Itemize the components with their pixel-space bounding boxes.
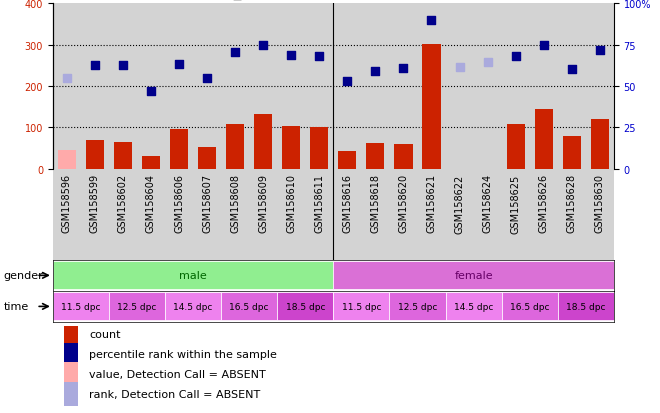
Text: time: time [3, 301, 28, 312]
Text: GSM158620: GSM158620 [399, 174, 409, 233]
Bar [254, 114, 273, 169]
Text: GSM158604: GSM158604 [146, 174, 156, 233]
Point [314, 53, 325, 60]
Point [90, 63, 100, 69]
Text: GSM158609: GSM158609 [258, 174, 268, 233]
Point [146, 88, 156, 95]
Point [202, 76, 213, 83]
Text: 14.5 dpc: 14.5 dpc [174, 302, 213, 311]
Text: rank, Detection Call = ABSENT: rank, Detection Call = ABSENT [89, 389, 261, 399]
Bar [53, 293, 109, 320]
Bar [333, 262, 614, 290]
Text: gender: gender [3, 271, 43, 281]
Text: 14.5 dpc: 14.5 dpc [454, 302, 493, 311]
Text: GSM158611: GSM158611 [314, 174, 324, 233]
Point [342, 78, 352, 85]
Text: GSM158606: GSM158606 [174, 174, 184, 233]
Bar [57, 151, 76, 169]
Bar [282, 126, 300, 169]
Bar [221, 293, 277, 320]
Text: count: count [89, 330, 121, 339]
Text: GSM158624: GSM158624 [482, 174, 492, 233]
Bar [198, 148, 216, 169]
Point [566, 66, 577, 73]
Bar [558, 293, 614, 320]
Point [230, 50, 240, 56]
Bar [591, 120, 609, 169]
Text: GSM158621: GSM158621 [426, 174, 436, 233]
Bar [53, 262, 333, 290]
Text: value, Detection Call = ABSENT: value, Detection Call = ABSENT [89, 369, 266, 379]
Bar [64, 323, 78, 346]
Point [539, 42, 549, 49]
Bar [338, 152, 356, 169]
Text: 11.5 dpc: 11.5 dpc [61, 302, 100, 311]
Text: GSM158599: GSM158599 [90, 174, 100, 233]
Text: GSM158625: GSM158625 [511, 174, 521, 233]
Point [370, 69, 381, 76]
Point [482, 60, 493, 66]
Text: 12.5 dpc: 12.5 dpc [117, 302, 156, 311]
Bar [86, 140, 104, 169]
Text: 18.5 dpc: 18.5 dpc [286, 302, 325, 311]
Bar [142, 157, 160, 169]
Text: 18.5 dpc: 18.5 dpc [566, 302, 605, 311]
Bar [310, 128, 329, 169]
Text: male: male [179, 271, 207, 281]
Bar [389, 293, 446, 320]
Bar [506, 125, 525, 169]
Bar [446, 293, 502, 320]
Text: GSM158618: GSM158618 [370, 174, 380, 233]
Bar [109, 293, 165, 320]
Text: GSM158596: GSM158596 [62, 174, 72, 233]
Bar [366, 144, 385, 169]
Text: GSM158616: GSM158616 [343, 174, 352, 233]
Text: GSM158607: GSM158607 [202, 174, 212, 233]
Bar [394, 145, 412, 169]
Text: 11.5 dpc: 11.5 dpc [342, 302, 381, 311]
Bar [562, 137, 581, 169]
Text: GSM158610: GSM158610 [286, 174, 296, 233]
Bar [114, 142, 132, 169]
Point [61, 76, 72, 83]
Bar [422, 45, 441, 169]
Text: female: female [454, 271, 493, 281]
Point [398, 65, 409, 72]
Point [426, 17, 437, 24]
Text: 16.5 dpc: 16.5 dpc [510, 302, 549, 311]
Text: 12.5 dpc: 12.5 dpc [398, 302, 437, 311]
Text: 16.5 dpc: 16.5 dpc [230, 302, 269, 311]
Text: GSM158628: GSM158628 [567, 174, 577, 233]
Bar [170, 130, 188, 169]
Bar [333, 293, 389, 320]
Text: GSM158626: GSM158626 [539, 174, 548, 233]
Point [454, 64, 465, 71]
Bar [226, 125, 244, 169]
Text: GSM158602: GSM158602 [118, 174, 128, 233]
Bar [535, 109, 553, 169]
Point [174, 62, 184, 69]
Bar [64, 382, 78, 406]
Point [258, 42, 269, 49]
Point [117, 63, 128, 69]
Text: GSM158608: GSM158608 [230, 174, 240, 233]
Bar [64, 343, 78, 366]
Text: percentile rank within the sample: percentile rank within the sample [89, 349, 277, 359]
Bar [165, 293, 221, 320]
Point [510, 53, 521, 60]
Bar [502, 293, 558, 320]
Point [595, 47, 605, 54]
Text: GSM158622: GSM158622 [455, 174, 465, 233]
Bar [277, 293, 333, 320]
Text: GSM158630: GSM158630 [595, 174, 605, 233]
Bar [64, 363, 78, 386]
Point [286, 52, 296, 59]
